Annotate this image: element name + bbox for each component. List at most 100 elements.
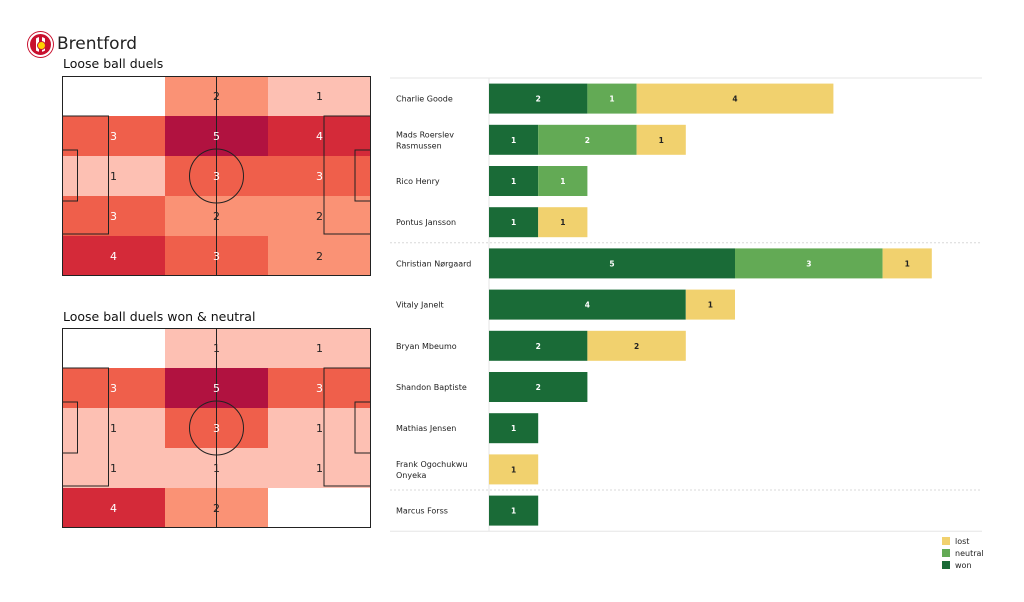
bar-value-label: 1 [511, 465, 516, 474]
legend-item-neutral: neutral [942, 547, 984, 559]
bar-segment-lost [587, 330, 686, 361]
bar-segment-lost [538, 207, 588, 238]
heatmap-cell [268, 236, 372, 277]
bar-value-label: 2 [536, 342, 541, 351]
heatmap-cell-label: 3 [110, 210, 117, 223]
heatmap-cell-label: 1 [316, 462, 323, 475]
heatmap-cell-label: 1 [316, 342, 323, 355]
player-label: Mads Roerslev [396, 130, 454, 139]
team-name: Brentford [57, 34, 138, 54]
chart-header: Brentford [28, 30, 137, 58]
bar-segment-lost [685, 289, 735, 320]
bar-value-label: 1 [659, 136, 664, 145]
legend-item-won: won [942, 559, 984, 571]
bar-value-label: 4 [732, 95, 737, 104]
player-label: Mathias Jensen [396, 424, 456, 433]
heatmap-cell-label: 4 [110, 502, 117, 515]
heatmap-cell-label: 3 [213, 422, 220, 435]
heatmap-cell-label: 3 [316, 382, 323, 395]
heatmap-cell-label: 1 [110, 170, 117, 183]
heatmap-cell [268, 76, 372, 117]
pitch-center-circle [189, 400, 244, 456]
heatmap-cell-label: 2 [213, 210, 220, 223]
heatmap-cell [62, 76, 166, 117]
heatmap-cell-label: 3 [213, 170, 220, 183]
bar-segment-neutral [735, 248, 883, 279]
heatmap-cell-label: 1 [316, 90, 323, 103]
player-label: Frank Ogochukwu [396, 460, 468, 469]
player-label: Bryan Mbeumo [396, 342, 457, 351]
bar-segment-neutral [538, 124, 637, 155]
bar-segment-won [489, 124, 539, 155]
bar-value-label: 1 [511, 136, 516, 145]
heatmap-cell-label: 2 [316, 210, 323, 223]
legend-swatch [942, 549, 950, 557]
bar-value-label: 1 [560, 218, 565, 227]
player-label: Rasmussen [396, 141, 442, 150]
heatmap-cell-label: 1 [110, 462, 117, 475]
bar-value-label: 2 [634, 342, 639, 351]
bar-segment-lost [636, 83, 834, 114]
bar-segment-neutral [587, 83, 637, 114]
brentford-crest-icon [28, 31, 53, 57]
bar-value-label: 1 [708, 301, 713, 310]
heatmap-cell-label: 2 [213, 502, 220, 515]
heatmap-cell [268, 488, 372, 529]
bar-segment-won [489, 372, 588, 402]
bar-value-label: 1 [560, 177, 565, 186]
player-label: Rico Henry [396, 177, 440, 186]
heatmap-cell [268, 408, 372, 449]
heatmap-cell [62, 236, 166, 277]
heatmap-cell-label: 1 [213, 462, 220, 475]
heatmap-cell [268, 368, 372, 409]
heatmap-cell-label: 1 [213, 342, 220, 355]
heatmap-cell-label: 4 [110, 250, 117, 263]
heatmap-cell [62, 368, 166, 409]
bar-value-label: 2 [585, 136, 590, 145]
bar-segment-won [489, 166, 539, 196]
player-label: Marcus Forss [396, 507, 448, 516]
bar-chart-svg: Charlie Goode 2 1 4 Mads Roerslev Rasmussen 1 2… [390, 77, 982, 532]
heatmap-cell [62, 488, 166, 529]
heatmap-cell [62, 408, 166, 449]
bar-segment-won [489, 495, 539, 526]
bar-value-label: 1 [905, 259, 910, 268]
player-duels-bar-chart: Charlie Goode 2 1 4 Mads Roerslev Rasmussen 1 2… [390, 70, 982, 540]
bar-value-label: 5 [609, 259, 614, 268]
bar-value-label: 2 [536, 95, 541, 104]
player-label: Christian Nørgaard [396, 259, 471, 268]
heatmap-cell [62, 328, 166, 369]
heatmap-pitch-duels: 2 1 3 5 4 1 3 3 3 2 2 4 3 2 [62, 76, 372, 277]
heatmap-cell-label: 1 [110, 422, 117, 435]
heatmap-cell-label: 3 [213, 250, 220, 263]
heatmap-cell [268, 328, 372, 369]
heatmap-title-won-neutral: Loose ball duels won & neutral [63, 309, 256, 324]
heatmap-cell-label: 4 [316, 130, 323, 143]
heatmap-cell [268, 196, 372, 237]
bar-segment-lost [489, 454, 539, 485]
bar-value-label: 1 [511, 507, 516, 516]
pitch-left-six-yard-box [62, 149, 78, 202]
pitch-right-six-yard-box [354, 401, 371, 454]
bar-segment-won [489, 207, 539, 238]
pitch-svg: 2 1 3 5 4 1 3 3 3 2 2 4 3 2 [62, 76, 372, 277]
pitch-center-circle [189, 148, 244, 204]
bar-value-label: 1 [511, 177, 516, 186]
heatmap-cell-label: 3 [110, 382, 117, 395]
bar-value-label: 1 [511, 424, 516, 433]
heatmap-cell [62, 196, 166, 237]
legend-label: won [955, 560, 972, 570]
heatmap-cell-label: 5 [213, 382, 220, 395]
bar-value-label: 2 [536, 383, 541, 392]
bar-value-label: 1 [609, 95, 614, 104]
pitch-svg: 1 1 3 5 3 1 3 1 1 1 1 4 2 [62, 328, 372, 529]
pitch-left-six-yard-box [62, 401, 78, 454]
bar-segment-won [489, 83, 588, 114]
heatmap-cell [62, 448, 166, 489]
player-label: Vitaly Janelt [396, 301, 444, 310]
bar-segment-lost [882, 248, 932, 279]
bar-value-label: 3 [806, 259, 811, 268]
bar-value-label: 1 [511, 218, 516, 227]
heatmap-cell-label: 2 [213, 90, 220, 103]
heatmap-cell-label: 3 [110, 130, 117, 143]
